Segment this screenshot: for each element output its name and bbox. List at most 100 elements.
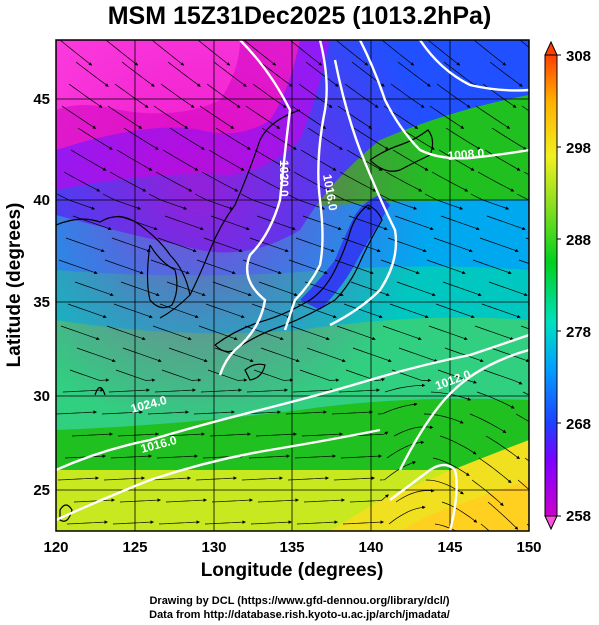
streamline (197, 40, 231, 66)
streamline (307, 127, 343, 150)
streamline (430, 391, 472, 401)
streamline (165, 498, 207, 503)
streamline (244, 325, 284, 341)
streamline (332, 193, 372, 210)
streamline (437, 369, 477, 384)
streamline (246, 388, 288, 393)
streamline (200, 388, 242, 393)
streamline (382, 325, 422, 341)
streamline (352, 347, 392, 363)
streamline (194, 193, 234, 210)
streamline (154, 388, 196, 393)
streamline (241, 476, 283, 481)
streamline (66, 520, 108, 525)
y-tick-label: 30 (33, 388, 50, 405)
streamline (395, 488, 435, 503)
streamline (487, 501, 519, 530)
streamline (261, 127, 297, 150)
streamline (121, 61, 155, 87)
streamline (297, 303, 337, 319)
streamline (105, 40, 139, 66)
streamline (102, 193, 142, 210)
streamline (163, 432, 205, 437)
streamline (249, 237, 289, 253)
streamline (335, 40, 369, 66)
streamline (344, 83, 379, 108)
streamline (476, 391, 515, 409)
streamline (387, 237, 427, 253)
x-tick-label: 150 (516, 539, 541, 556)
streamline (396, 281, 436, 297)
streamline (436, 83, 471, 108)
streamline (207, 369, 248, 382)
streamline (214, 347, 254, 363)
streamline (470, 193, 510, 210)
streamline (444, 347, 484, 363)
streamline (166, 281, 206, 297)
streamline (108, 388, 150, 393)
streamline (331, 410, 373, 415)
colorbar-scale (544, 54, 558, 517)
streamline (388, 505, 426, 525)
coastlines (56, 109, 434, 522)
streamline (151, 40, 185, 66)
streamline (259, 61, 293, 87)
streamline (428, 325, 468, 341)
streamline (206, 83, 241, 108)
streamline (340, 454, 382, 459)
streamline (474, 325, 514, 341)
streamline (394, 215, 434, 231)
streamline (285, 410, 327, 415)
credit-data-source: Data from http://database.rish.kyoto-u.a… (149, 609, 450, 621)
streamline (334, 259, 374, 275)
streamline (519, 40, 529, 48)
y-tick-label: 35 (33, 294, 50, 311)
streamline (196, 259, 236, 275)
streamline (58, 259, 98, 275)
streamline (119, 498, 161, 503)
streamline (106, 325, 146, 341)
streamline (440, 215, 480, 231)
streamline (116, 149, 153, 171)
y-tick-label: 25 (33, 482, 50, 499)
streamline (150, 259, 190, 275)
streamline (255, 432, 297, 437)
colorbar-tick-label: 288 (566, 232, 591, 249)
streamline (485, 435, 520, 460)
streamline (69, 369, 110, 382)
contour-label: 1008.0 (447, 146, 485, 163)
streamline (195, 476, 237, 481)
streamline (149, 476, 191, 481)
streamline (198, 325, 238, 341)
streamline (478, 457, 512, 484)
streamline (74, 281, 114, 297)
streamline (432, 457, 470, 476)
streamline (120, 281, 160, 297)
streamline (240, 193, 280, 210)
streamline (333, 476, 375, 481)
streamline (160, 83, 195, 108)
streamline (289, 40, 323, 66)
streamlines (56, 40, 529, 531)
streamline (193, 410, 235, 415)
streamline (336, 325, 376, 341)
streamline (473, 40, 507, 66)
streamline (390, 83, 425, 108)
streamline (199, 105, 235, 129)
streamline (243, 40, 277, 66)
streamline (299, 369, 340, 382)
streamline (490, 347, 529, 363)
streamline (107, 105, 143, 129)
streamline (112, 520, 154, 525)
streamline (380, 259, 420, 275)
x-axis-ticks: 120 125 130 135 140 145 150 (43, 539, 541, 556)
x-tick-label: 125 (122, 539, 147, 556)
x-tick-label: 120 (43, 539, 68, 556)
streamline (445, 127, 481, 150)
y-axis-ticks: 25 30 35 40 45 (33, 91, 50, 499)
streamline (201, 171, 239, 192)
streamline (56, 410, 97, 415)
streamline (169, 127, 205, 150)
streamline (75, 61, 109, 87)
streamline (521, 105, 529, 112)
